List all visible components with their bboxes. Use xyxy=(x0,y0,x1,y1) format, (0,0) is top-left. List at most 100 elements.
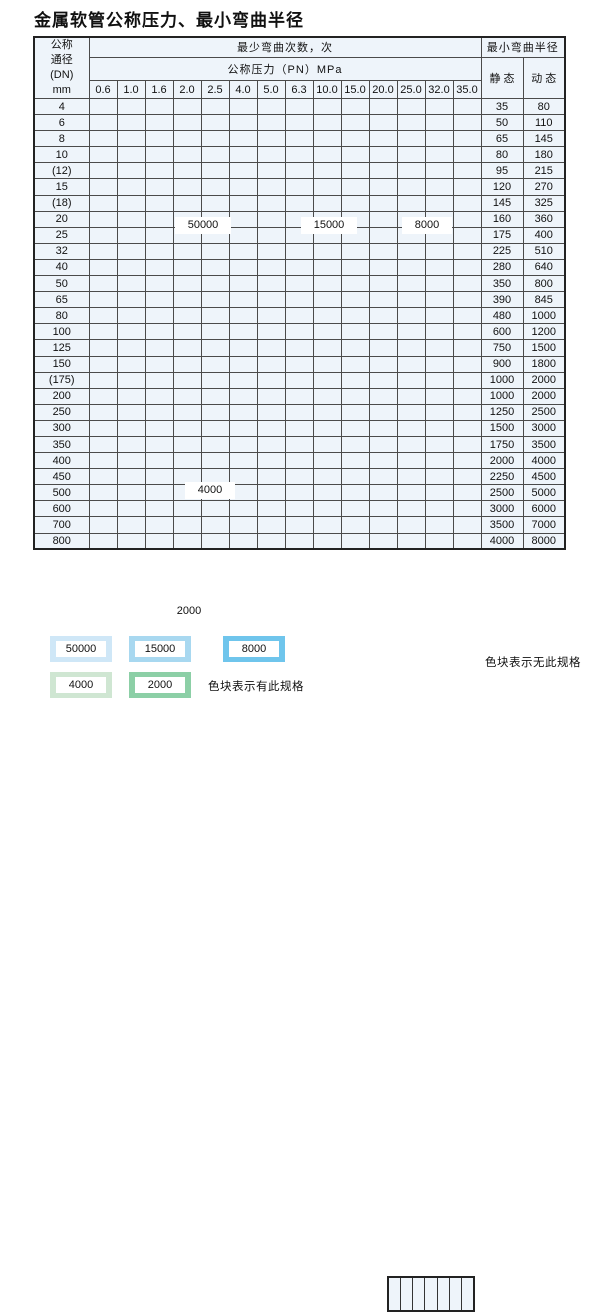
dynamic-radius-cell: 2000 xyxy=(522,387,566,405)
spec-cell-empty xyxy=(368,242,398,260)
dn-header-cell: 公称 通径 (DN) mm xyxy=(33,36,90,99)
spec-cell-filled xyxy=(228,178,258,196)
spec-cell-empty xyxy=(424,435,454,454)
spec-cell-empty xyxy=(368,371,398,389)
static-radius-cell: 50 xyxy=(480,114,524,132)
no-spec-cell xyxy=(401,1278,414,1310)
spec-cell-filled xyxy=(88,242,118,260)
spec-cell-empty xyxy=(256,532,286,550)
dynamic-radius-cell: 5000 xyxy=(522,484,566,502)
spec-cell-empty xyxy=(284,435,314,454)
spec-cell-filled xyxy=(144,275,174,293)
spec-cell-filled xyxy=(144,500,174,518)
spec-cell-empty xyxy=(312,532,342,550)
spec-cell-filled xyxy=(144,435,174,454)
header-row-pressure-values: 0.6 1.0 1.6 2.0 2.5 4.0 5.0 6.3 10.0 15.0 20.0 25.0… xyxy=(34,80,565,99)
dn-value-cell: 32 xyxy=(33,242,90,260)
spec-cell-empty xyxy=(340,468,370,486)
static-radius-cell: 80 xyxy=(480,146,524,164)
spec-cell-empty xyxy=(368,226,398,244)
dn-value-cell: 250 xyxy=(33,403,90,421)
spec-cell-empty xyxy=(424,258,454,277)
static-radius-cell: 900 xyxy=(480,355,524,373)
spec-cell-filled xyxy=(116,403,146,421)
spec-cell-empty xyxy=(340,419,370,437)
spec-cell-filled xyxy=(256,258,286,277)
pressure-col-header: 15.0 xyxy=(340,80,370,99)
spec-cell-filled xyxy=(172,162,202,180)
dn-value-cell: 450 xyxy=(33,468,90,486)
spec-cell-empty xyxy=(424,307,454,325)
spec-cell-filled xyxy=(172,242,202,260)
dn-value-cell: 20 xyxy=(33,210,90,228)
table-row: 150 900 1800 xyxy=(33,355,566,373)
spec-cell-empty xyxy=(312,371,342,389)
spec-cell-filled xyxy=(172,355,202,373)
table-row: 800 4000 8000 xyxy=(33,532,566,550)
dynamic-radius-cell: 7000 xyxy=(522,516,566,534)
spec-cell-empty xyxy=(396,435,426,454)
dynamic-radius-cell: 400 xyxy=(522,226,566,244)
no-spec-sample-box xyxy=(387,1276,475,1312)
spec-cell-filled xyxy=(256,403,286,421)
spec-cell-filled xyxy=(284,355,314,373)
spec-cell-filled xyxy=(144,371,174,389)
spec-cell-empty xyxy=(396,275,426,293)
table-row: 100 600 1200 xyxy=(33,323,566,341)
spec-cell-empty xyxy=(396,323,426,341)
spec-cell-filled xyxy=(256,419,286,437)
dynamic-radius-cell: 4500 xyxy=(522,468,566,486)
spec-cell-filled xyxy=(368,130,398,148)
spec-cell-empty xyxy=(396,516,426,534)
dynamic-radius-cell: 3500 xyxy=(522,435,566,454)
legend-swatch: 15000 xyxy=(129,636,191,662)
spec-cell-filled xyxy=(200,178,230,196)
spec-cell-empty xyxy=(284,500,314,518)
table-row: 65 390 845 xyxy=(33,291,566,309)
spec-cell-empty xyxy=(452,178,482,196)
spec-cell-filled xyxy=(116,226,146,244)
spec-cell-filled xyxy=(312,162,342,180)
legend-swatch: 8000 xyxy=(223,636,285,662)
spec-cell-empty xyxy=(424,114,454,132)
spec-cell-empty xyxy=(312,387,342,405)
spec-cell-filled xyxy=(228,339,258,357)
table-row: 350 1750 3500 xyxy=(33,435,566,454)
dn-value-cell: 400 xyxy=(33,452,90,470)
spec-cell-filled xyxy=(172,323,202,341)
spec-cell-empty xyxy=(256,468,286,486)
spec-cell-filled xyxy=(228,355,258,373)
dynamic-radius-cell: 6000 xyxy=(522,500,566,518)
spec-cell-filled xyxy=(200,114,230,132)
spec-cell-empty xyxy=(396,484,426,502)
spec-cell-empty xyxy=(368,419,398,437)
table-row: 40 280 640 xyxy=(33,258,566,277)
spec-cell-filled xyxy=(172,275,202,293)
spec-cell-empty xyxy=(424,371,454,389)
static-radius-cell: 1000 xyxy=(480,371,524,389)
spec-cell-filled xyxy=(284,323,314,341)
spec-cell-filled xyxy=(172,307,202,325)
dynamic-radius-cell: 325 xyxy=(522,194,566,212)
spec-cell-empty xyxy=(424,468,454,486)
dynamic-radius-cell: 1000 xyxy=(522,307,566,325)
spec-cell-filled xyxy=(144,114,174,132)
spec-cell-filled xyxy=(284,387,314,405)
dn-value-cell: 80 xyxy=(33,307,90,325)
spec-cell-empty xyxy=(396,532,426,550)
spec-cell-filled xyxy=(228,291,258,309)
spec-cell-empty xyxy=(452,452,482,470)
table-row: 125 750 1500 xyxy=(33,339,566,357)
spec-cell-filled xyxy=(88,146,118,164)
static-radius-header: 静 态 xyxy=(480,56,524,99)
spec-cell-filled xyxy=(228,371,258,389)
spec-cell-empty xyxy=(312,452,342,470)
spec-cell-filled xyxy=(88,500,118,518)
static-radius-cell: 2500 xyxy=(480,484,524,502)
spec-cell-filled xyxy=(228,307,258,325)
spec-cell-filled xyxy=(144,307,174,325)
spec-cell-filled xyxy=(256,355,286,373)
pressure-col-header: 2.0 xyxy=(172,80,202,99)
pressure-col-header: 5.0 xyxy=(256,80,286,99)
legend-swatch: 4000 xyxy=(50,672,112,698)
